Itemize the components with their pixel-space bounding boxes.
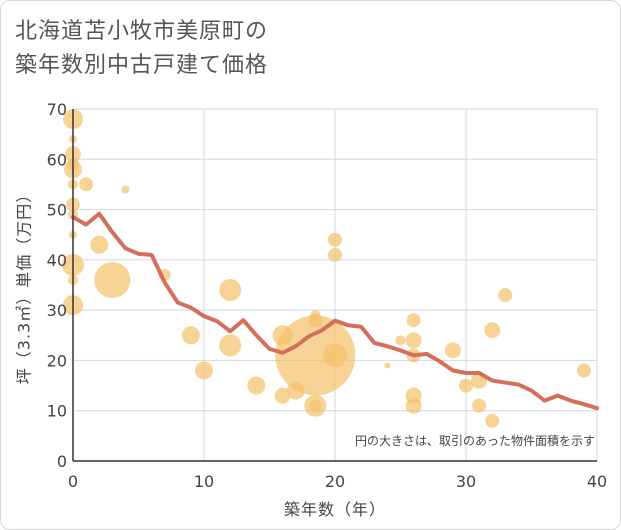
bubble-40 <box>444 342 461 359</box>
bubble-39 <box>405 397 422 414</box>
chart-title-line-1: 北海道苫小牧市美原町の <box>15 19 269 44</box>
bubble-43 <box>472 398 487 413</box>
bubble-30 <box>328 232 342 247</box>
y-tick-label-3: 30 <box>47 301 67 320</box>
bubble-19 <box>219 279 242 302</box>
bubble-29 <box>309 399 322 412</box>
bubble-34 <box>395 335 406 346</box>
bubble-12 <box>79 177 94 192</box>
chart-title-line-2: 築年数別中古戸建て価格 <box>15 53 269 78</box>
bubble-21 <box>247 376 266 395</box>
bubble-23 <box>274 387 291 404</box>
bubble-41 <box>459 378 473 393</box>
y-tick-label-0: 0 <box>57 452 67 471</box>
grid-lines <box>72 108 598 462</box>
bubble-46 <box>498 288 513 303</box>
bubble-18 <box>195 361 213 380</box>
bubble-27 <box>275 315 356 396</box>
size-note: 円の大きさは、取引のあった物件面積を示す <box>355 433 595 448</box>
x-tick-label-4: 40 <box>587 472 607 491</box>
bubble-15 <box>121 185 130 194</box>
x-tick-label-0: 0 <box>68 472 78 491</box>
bubble-13 <box>90 235 109 254</box>
bubble-47 <box>576 363 591 378</box>
x-axis-title: 築年数（年） <box>284 500 386 519</box>
trend-line <box>71 211 599 411</box>
bubble-layer <box>62 109 591 428</box>
x-tick-label-2: 20 <box>325 472 345 491</box>
y-axis-title: 坪（3.3㎡）単価（万円） <box>15 186 34 384</box>
bubble-32 <box>323 343 347 368</box>
tick-labels: 0 10 20 30 40 0 10 20 30 40 50 60 70 <box>47 100 608 491</box>
y-tick-label-6: 60 <box>47 150 67 169</box>
bubble-44 <box>484 322 501 339</box>
y-tick-label-5: 50 <box>47 201 67 220</box>
y-tick-label-4: 40 <box>47 251 67 270</box>
bubble-35 <box>406 313 421 328</box>
y-tick-label-7: 70 <box>47 100 67 119</box>
y-tick-label-1: 10 <box>47 402 67 421</box>
bubble-20 <box>219 334 242 357</box>
bubble-36 <box>405 332 422 349</box>
bubble-31 <box>328 247 342 262</box>
x-tick-label-1: 10 <box>194 472 214 491</box>
y-tick-label-2: 20 <box>47 351 67 370</box>
axes <box>72 109 597 462</box>
bubble-45 <box>485 413 500 428</box>
bubble-33 <box>384 362 391 369</box>
bubble-14 <box>94 261 131 298</box>
chart-title: 北海道苫小牧市美原町の 築年数別中古戸建て価格 <box>15 15 268 83</box>
x-tick-label-3: 30 <box>456 472 476 491</box>
bubble-17 <box>181 326 200 345</box>
